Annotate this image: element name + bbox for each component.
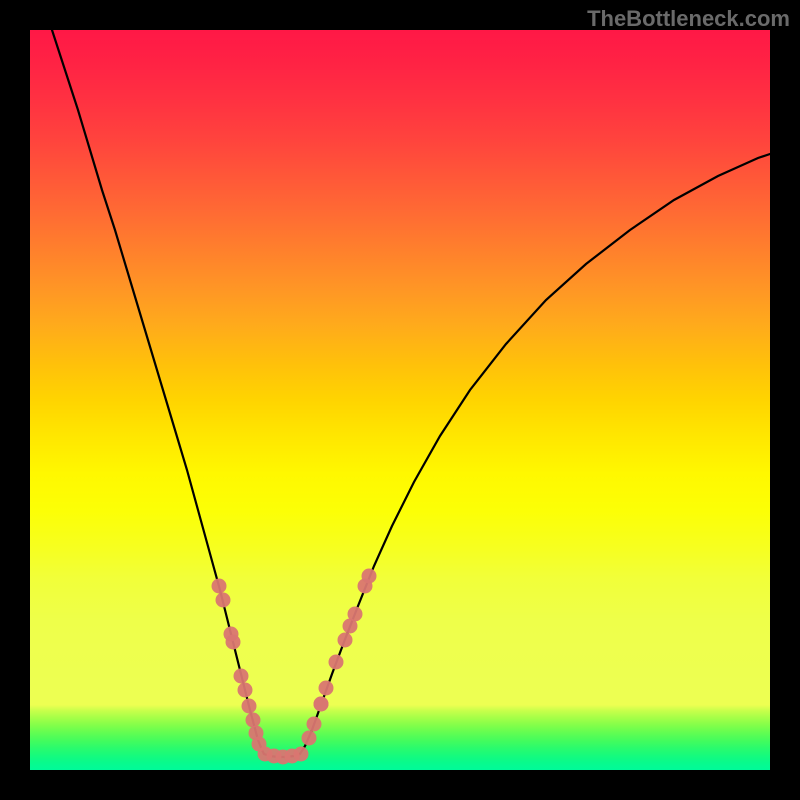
marker-point [307, 717, 322, 732]
marker-point [216, 593, 231, 608]
marker-point [212, 579, 227, 594]
watermark-text: TheBottleneck.com [587, 6, 790, 32]
marker-point [362, 569, 377, 584]
marker-point [319, 681, 334, 696]
marker-point [348, 607, 363, 622]
curve-right-branch [300, 154, 770, 754]
chart-frame: TheBottleneck.com [0, 0, 800, 800]
marker-point [338, 633, 353, 648]
marker-point [234, 669, 249, 684]
data-markers [212, 569, 377, 765]
marker-point [314, 697, 329, 712]
marker-point [238, 683, 253, 698]
marker-point [329, 655, 344, 670]
v-curve-overlay [30, 30, 770, 770]
marker-point [302, 731, 317, 746]
plot-area [30, 30, 770, 770]
marker-point [242, 699, 257, 714]
marker-point [226, 635, 241, 650]
marker-point [246, 713, 261, 728]
marker-point [294, 747, 309, 762]
